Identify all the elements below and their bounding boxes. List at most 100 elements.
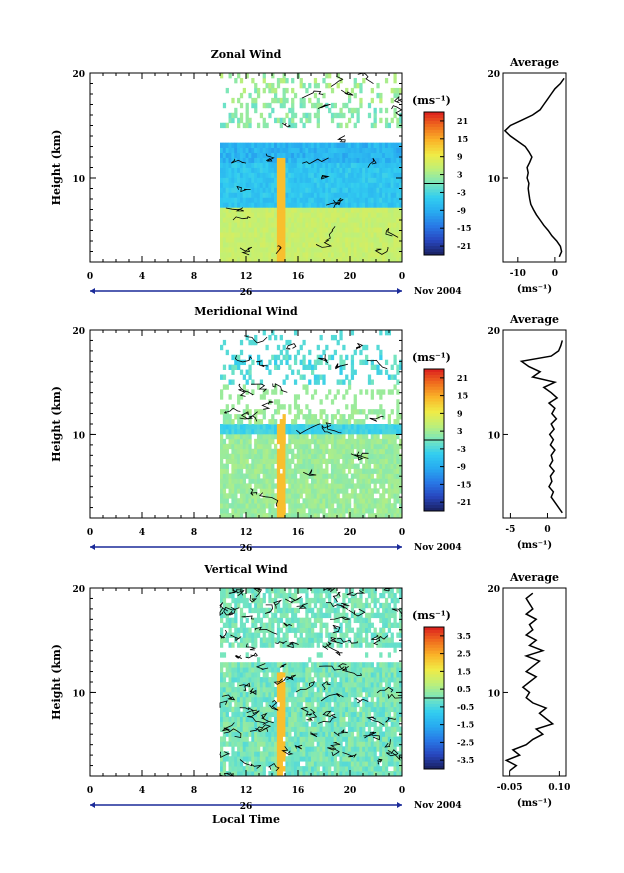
heatmap-cell — [333, 701, 337, 708]
colorbar-swatch — [424, 150, 444, 155]
heatmap-cell — [347, 696, 352, 703]
heatmap-cell — [245, 453, 249, 460]
heatmap-cell — [393, 354, 397, 361]
heatmap-cell — [350, 716, 355, 722]
heatmap-cell — [396, 172, 400, 178]
heatmap-cell — [225, 384, 229, 390]
heatmap-cell — [237, 217, 241, 223]
heatmap-cell — [237, 147, 241, 153]
heatmap-cell — [271, 463, 275, 469]
heatmap-cell — [342, 771, 346, 777]
heatmap-cell — [245, 443, 249, 450]
heatmap-cell — [347, 97, 352, 104]
heatmap-cell — [356, 428, 360, 435]
heatmap-cell — [256, 756, 261, 762]
heatmap-cell — [242, 212, 246, 218]
heatmap-cell — [262, 252, 266, 258]
heatmap-cell — [234, 662, 238, 668]
heatmap-cell — [367, 771, 372, 777]
x-tick-label: 12 — [240, 528, 253, 538]
heatmap-cell — [376, 202, 380, 208]
heatmap-cell — [384, 232, 389, 238]
heatmap-cell — [271, 197, 275, 203]
heatmap-cell — [390, 207, 394, 213]
colorbar-swatch — [424, 156, 444, 161]
heatmap-cell — [308, 766, 312, 772]
heatmap-cell — [305, 419, 309, 425]
heatmap-cell — [293, 473, 298, 479]
heatmap-cell — [356, 478, 360, 484]
heatmap-cell — [365, 473, 369, 479]
heatmap-cell — [347, 448, 352, 455]
heatmap-cell — [342, 726, 346, 732]
heatmap-cell — [313, 217, 318, 223]
heatmap-cell — [302, 448, 306, 455]
heatmap-cell — [239, 503, 244, 509]
heatmap-cell — [271, 428, 275, 435]
heatmap-cell — [353, 419, 357, 425]
y-axis-label: Height (km) — [50, 130, 63, 206]
heatmap-cell — [350, 731, 355, 737]
heatmap-cell — [379, 463, 383, 469]
profile-y-tick-label: 20 — [487, 327, 500, 337]
heatmap-cell — [274, 677, 278, 683]
heatmap-cell — [234, 716, 238, 722]
heatmap-cell — [353, 424, 357, 430]
heatmap-cell — [373, 682, 377, 688]
heatmap-cell — [271, 766, 275, 772]
x-tick-label: 8 — [191, 528, 197, 538]
heatmap-cell — [365, 187, 369, 193]
heatmap-cell — [393, 177, 397, 183]
heatmap-cell — [279, 458, 283, 464]
heatmap-cell — [265, 691, 269, 698]
colorbar-swatch — [424, 186, 444, 190]
heatmap-cell — [268, 187, 272, 193]
heatmap-cell — [396, 232, 400, 238]
heatmap-cell — [359, 419, 363, 425]
heatmap-cell — [353, 222, 357, 228]
heatmap-cell — [330, 212, 335, 218]
heatmap-cell — [353, 247, 357, 253]
heatmap-cell — [296, 498, 301, 504]
heatmap-cell — [325, 443, 329, 450]
heatmap-cell — [245, 433, 249, 440]
heatmap-cell — [248, 731, 252, 737]
heatmap-cell — [350, 227, 355, 233]
date-label: Nov 2004 — [414, 543, 462, 553]
contour-line — [326, 197, 344, 206]
heatmap-cell — [288, 711, 292, 718]
heatmap-cell — [305, 766, 309, 772]
heatmap-cell — [356, 667, 360, 673]
heatmap-cell — [311, 513, 315, 519]
heatmap-cell — [248, 428, 252, 435]
heatmap-cell — [231, 483, 235, 489]
heatmap-cell — [316, 152, 320, 158]
heatmap-cell — [316, 379, 320, 385]
heatmap-cell — [359, 438, 363, 445]
heatmap-cell — [242, 202, 246, 208]
heatmap-cell — [222, 212, 227, 218]
heatmap-cell — [373, 182, 377, 188]
heatmap-cell — [271, 419, 275, 425]
heatmap-cell — [254, 257, 258, 263]
heatmap-cell — [237, 746, 241, 752]
heatmap-cell — [282, 706, 286, 713]
heatmap-cell — [379, 453, 383, 460]
heatmap-cell — [373, 147, 377, 153]
heatmap-cell — [365, 751, 369, 757]
heatmap-cell — [319, 152, 323, 158]
heatmap-cell — [330, 731, 335, 737]
heatmap-cell — [387, 463, 392, 469]
heatmap-cell — [237, 424, 241, 430]
heatmap-cell — [293, 428, 298, 435]
heatmap-cell — [237, 448, 241, 455]
heatmap-cell — [282, 192, 286, 198]
heatmap-cell — [239, 488, 244, 494]
heatmap-cell — [293, 354, 298, 361]
heatmap-cell — [245, 379, 249, 385]
heatmap-cell — [234, 458, 238, 464]
heatmap-cell — [353, 82, 357, 89]
heatmap-cell — [254, 677, 258, 683]
heatmap-cell — [234, 686, 238, 693]
heatmap-cell — [319, 701, 323, 708]
